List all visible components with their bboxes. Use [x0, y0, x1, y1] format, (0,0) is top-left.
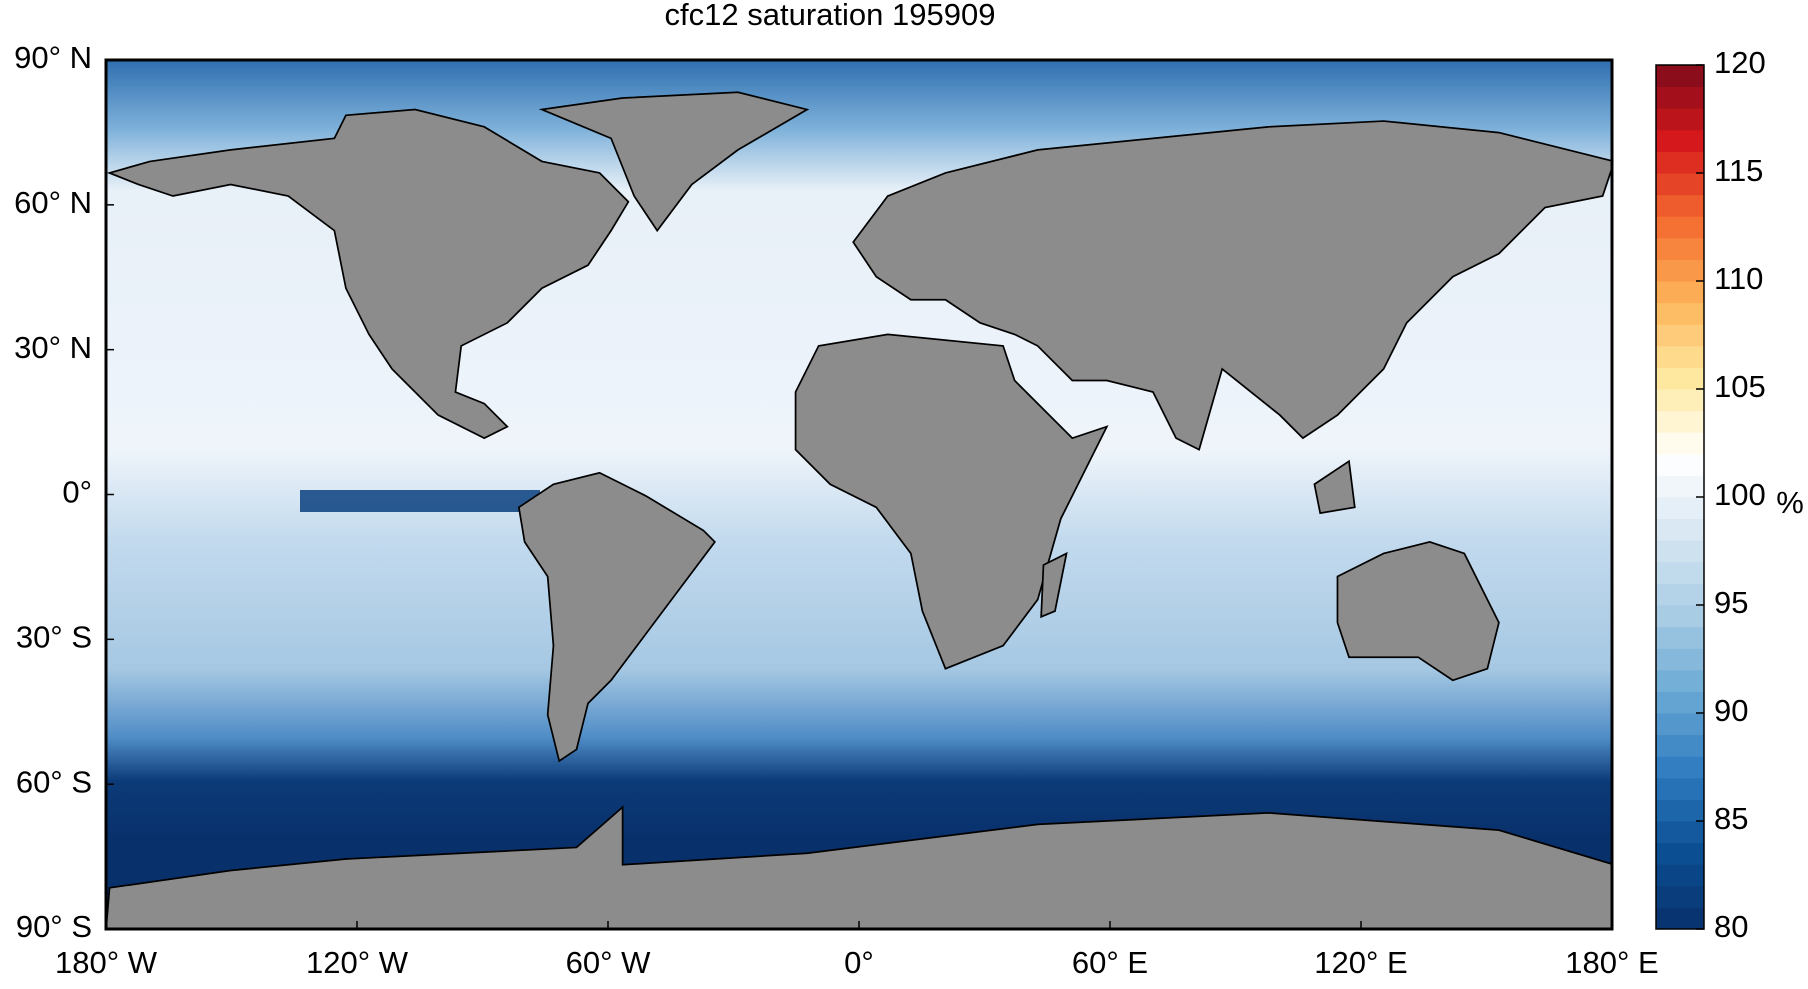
colorbar-band [1656, 842, 1704, 865]
colorbar-band [1656, 799, 1704, 822]
y-tick-label: 60° S [16, 764, 92, 799]
colorbar-band [1656, 648, 1704, 671]
colorbar-tick-label: 115 [1714, 153, 1763, 188]
colorbar-band [1656, 216, 1704, 239]
y-tick-label: 30° N [14, 330, 92, 365]
map [106, 60, 1612, 929]
colorbar-band [1656, 777, 1704, 800]
colorbar-band [1656, 907, 1704, 930]
colorbar-band [1656, 281, 1704, 304]
colorbar-tick-label: 110 [1714, 261, 1763, 296]
x-tick-label: 60° E [1072, 945, 1148, 980]
x-tick-label: 120° E [1314, 945, 1407, 980]
colorbar-band [1656, 129, 1704, 152]
colorbar-tick-label: 85 [1714, 801, 1748, 836]
colorbar-tick-label: 120 [1714, 45, 1766, 80]
colorbar-band [1656, 518, 1704, 541]
y-tick-label: 30° S [16, 620, 92, 655]
equatorial-band [300, 490, 540, 512]
colorbar-band [1656, 345, 1704, 368]
colorbar-band [1656, 237, 1704, 260]
colorbar-tick-label: 105 [1714, 369, 1766, 404]
colorbar-band [1656, 432, 1704, 455]
colorbar-band [1656, 475, 1704, 498]
colorbar-band [1656, 259, 1704, 282]
colorbar-band [1656, 626, 1704, 649]
chart-title: cfc12 saturation 195909 [665, 0, 996, 32]
colorbar-band [1656, 756, 1704, 779]
y-tick-label: 0° [62, 475, 92, 510]
x-tick-label: 60° W [566, 945, 651, 980]
colorbar-band [1656, 86, 1704, 109]
colorbar-band [1656, 497, 1704, 520]
colorbar-band [1656, 65, 1704, 88]
colorbar-band [1656, 173, 1704, 196]
colorbar-band [1656, 864, 1704, 887]
colorbar-band [1656, 821, 1704, 844]
colorbar-band [1656, 734, 1704, 757]
x-tick-label: 0° [844, 945, 874, 980]
colorbar-band [1656, 410, 1704, 433]
colorbar-band [1656, 151, 1704, 174]
y-tick-label: 90° S [16, 909, 92, 944]
colorbar-tick-label: 100 [1714, 477, 1766, 512]
land [106, 91, 1612, 929]
colorbar-band [1656, 669, 1704, 692]
x-tick-label: 180° W [55, 945, 158, 980]
colorbar-band [1656, 540, 1704, 563]
colorbar-band [1656, 302, 1704, 325]
y-tick-label: 90° N [14, 40, 92, 75]
colorbar-band [1656, 691, 1704, 714]
colorbar-band [1656, 453, 1704, 476]
colorbar-band [1656, 108, 1704, 131]
colorbar-band [1656, 605, 1704, 628]
colorbar-tick-label: 80 [1714, 909, 1748, 944]
colorbar-tick-label: 95 [1714, 585, 1748, 620]
colorbar-unit: % [1776, 485, 1804, 520]
colorbar-band [1656, 324, 1704, 347]
y-tick-label: 60° N [14, 185, 92, 220]
colorbar-band [1656, 561, 1704, 584]
colorbar-band [1656, 194, 1704, 217]
colorbar-band [1656, 367, 1704, 390]
colorbar-tick-label: 90 [1714, 693, 1748, 728]
colorbar-band [1656, 389, 1704, 412]
colorbar-band [1656, 885, 1704, 908]
x-tick-label: 180° E [1565, 945, 1658, 980]
colorbar-band [1656, 583, 1704, 606]
x-tick-label: 120° W [306, 945, 409, 980]
colorbar-band [1656, 713, 1704, 736]
